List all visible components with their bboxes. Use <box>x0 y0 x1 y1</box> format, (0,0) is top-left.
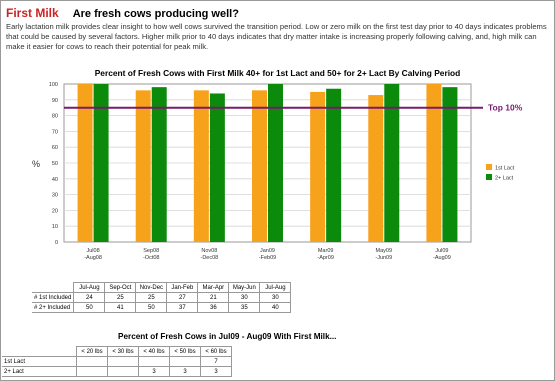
table-cell: 35 <box>228 302 261 313</box>
table-header: Jan-Feb <box>166 282 199 293</box>
table-header: < 50 lbs <box>169 346 201 357</box>
bar <box>368 95 384 242</box>
table-cell <box>76 356 108 367</box>
bar <box>326 88 342 243</box>
x-tick-label: May09 -Jun09 <box>375 248 392 261</box>
y-tick-label: 30 <box>52 193 58 199</box>
table-header-row: < 20 lbs < 30 lbs < 40 lbs < 50 lbs < 60… <box>2 346 232 357</box>
section-title: First Milk <box>6 6 59 20</box>
first-milk-table: < 20 lbs < 30 lbs < 40 lbs < 50 lbs < 60… <box>2 346 232 377</box>
table-cell: 24 <box>73 292 106 303</box>
bar <box>426 84 442 242</box>
row-label: 1st Lact <box>2 356 77 367</box>
table-cell: 36 <box>197 302 230 313</box>
included-counts-table: Jul-Aug Sep-Oct Nov-Dec Jan-Feb Mar-Apr … <box>32 282 292 313</box>
bar <box>252 90 267 242</box>
y-tick-label: 50 <box>52 161 58 167</box>
table-cell: 50 <box>73 302 106 313</box>
chart-title: Percent of Fresh Cows with First Milk 40… <box>94 68 461 78</box>
bar-chart: 0 10 20 30 40 50 60 70 80 90 100% Jul08 -Aug08 Sep08-… <box>32 82 523 261</box>
table-cell: 27 <box>166 292 199 303</box>
table-cell: 40 <box>259 302 292 313</box>
section-header: First Milk Are fresh cows producing well? <box>6 4 239 22</box>
table-header-row: Jul-Aug Sep-Oct Nov-Dec Jan-Feb Mar-Apr … <box>32 282 292 293</box>
row-label: # 1st Included <box>32 292 75 303</box>
y-tick-label: 20 <box>52 208 58 214</box>
table-row: 1st Lact 7 <box>2 356 232 367</box>
table-cell: 3 <box>138 366 170 377</box>
table-header: Jul-Aug <box>259 282 292 293</box>
reference-line-label: Top 10% <box>488 103 523 113</box>
table-cell: 41 <box>104 302 137 313</box>
table-header: < 30 lbs <box>107 346 139 357</box>
x-tick-label: Nov08 -Dec08 <box>200 248 218 261</box>
first-milk-table-title: Percent of Fresh Cows in Jul09 - Aug09 W… <box>118 332 337 341</box>
bar <box>384 84 400 242</box>
y-tick-label: 100 <box>49 82 58 88</box>
row-label: 2+ Lact <box>2 366 77 377</box>
bar <box>209 93 225 242</box>
table-cell: 25 <box>135 292 168 303</box>
y-tick-label: 60 <box>52 145 58 151</box>
table-header: May-Jun <box>228 282 261 293</box>
y-axis-label: % <box>32 159 40 169</box>
bar <box>93 84 109 242</box>
table-cell: 30 <box>259 292 292 303</box>
y-tick-label: 10 <box>52 224 58 230</box>
table-row: # 1st Included 24 25 25 27 21 30 30 <box>32 292 292 303</box>
y-tick-label: 90 <box>52 98 58 104</box>
table-header: < 40 lbs <box>138 346 170 357</box>
x-tick-label: Jul09 -Aug09 <box>433 248 451 261</box>
table-row: # 2+ Included 50 41 50 37 36 35 40 <box>32 302 292 313</box>
table-cell: 25 <box>104 292 137 303</box>
table-cell <box>169 356 201 367</box>
bar <box>268 84 283 242</box>
bar <box>193 90 209 242</box>
y-tick-label: 70 <box>52 129 58 135</box>
row-label: # 2+ Included <box>32 302 75 313</box>
table-cell <box>138 356 170 367</box>
table-header: < 60 lbs <box>200 346 232 357</box>
bar <box>77 84 93 242</box>
x-tick-label: Jul08 -Aug08 <box>84 248 102 261</box>
table-corner <box>2 346 77 357</box>
table-header: Nov-Dec <box>135 282 168 293</box>
table-cell <box>107 356 139 367</box>
y-tick-label: 80 <box>52 114 58 120</box>
table-cell: 50 <box>135 302 168 313</box>
x-tick-label: Jan09 -Feb09 <box>259 248 276 261</box>
table-cell: 7 <box>200 356 232 367</box>
legend-swatch <box>486 164 492 170</box>
legend-label: 2+ Lact <box>495 176 514 182</box>
table-corner <box>32 282 75 293</box>
table-row: 2+ Lact 3 3 3 <box>2 366 232 377</box>
table-header: Mar-Apr <box>197 282 230 293</box>
table-cell: 37 <box>166 302 199 313</box>
x-tick-label: Mar09 -Apr09 <box>317 248 334 261</box>
table-cell: 3 <box>200 366 232 377</box>
bar <box>135 90 151 242</box>
bar <box>310 91 326 243</box>
y-tick-label: 40 <box>52 177 58 183</box>
bar <box>151 87 167 242</box>
intro-paragraph: Early lactation milk provides clear insi… <box>6 22 547 51</box>
legend-label: 1st Lact <box>495 166 515 172</box>
legend-swatch <box>486 174 492 180</box>
y-tick-label: 0 <box>55 240 58 246</box>
table-cell: 3 <box>169 366 201 377</box>
bar <box>442 87 458 242</box>
table-cell: 21 <box>197 292 230 303</box>
section-question: Are fresh cows producing well? <box>72 8 239 20</box>
table-header: Jul-Aug <box>73 282 106 293</box>
table-cell <box>76 366 108 377</box>
table-cell <box>107 366 139 377</box>
x-tick-label: Sep08 -Oct08 <box>143 248 160 261</box>
table-cell: 30 <box>228 292 261 303</box>
table-header: Sep-Oct <box>104 282 137 293</box>
table-header: < 20 lbs <box>76 346 108 357</box>
